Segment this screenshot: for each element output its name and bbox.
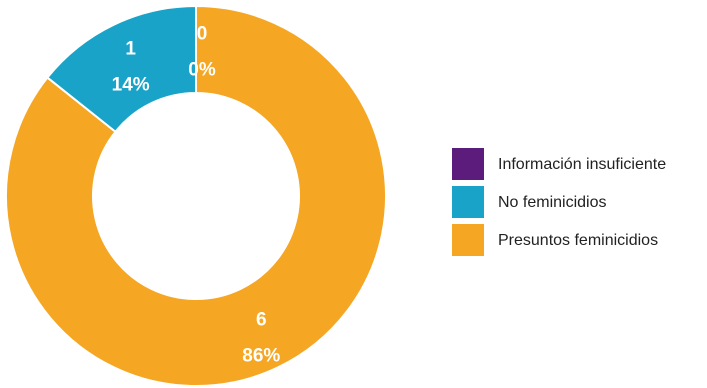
legend-swatch-no-feminicidios — [452, 186, 484, 218]
value-label-informacion-insuficiente: 0 — [197, 24, 208, 45]
slices-group — [5, 4, 387, 387]
legend-swatch-presuntos-feminicidios — [452, 224, 484, 256]
percent-label-informacion-insuficiente: 0% — [188, 60, 216, 81]
slice-presuntos-feminicidios — [5, 4, 387, 387]
legend-label-no-feminicidios: No feminicidios — [498, 194, 606, 211]
legend-label-presuntos-feminicidios: Presuntos feminicidios — [498, 232, 658, 249]
slice-no-feminicidios — [46, 4, 197, 134]
percent-label-no-feminicidios: 14% — [112, 74, 150, 95]
legend-label-informacion-insuficiente: Información insuficiente — [498, 156, 666, 173]
value-label-presuntos-feminicidios: 6 — [256, 310, 267, 331]
value-label-no-feminicidios: 1 — [125, 38, 136, 59]
labels-group: 6 86% 1 14% 0 0% — [112, 24, 281, 367]
legend-swatch-informacion-insuficiente — [452, 148, 484, 180]
percent-label-presuntos-feminicidios: 86% — [242, 346, 280, 367]
legend: Información insuficiente No feminicidios P… — [452, 148, 666, 256]
